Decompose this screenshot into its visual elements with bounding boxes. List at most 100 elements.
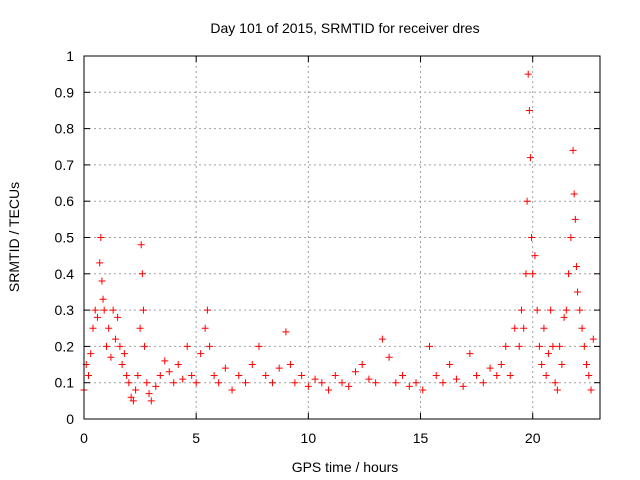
data-point [235, 371, 243, 379]
data-point [129, 397, 137, 405]
axis-ticks: 00.10.20.30.40.50.60.70.80.910 5 10 15 20 [55, 48, 600, 446]
data-point [120, 350, 128, 358]
y-tick-label: 0.8 [55, 121, 75, 137]
data-point [203, 306, 211, 314]
y-tick-label: 0.2 [55, 338, 75, 354]
data-point [99, 295, 107, 303]
data-point [221, 364, 229, 372]
data-point [107, 353, 115, 361]
y-tick-label: 0.9 [55, 84, 75, 100]
data-point [525, 106, 533, 114]
data-point [210, 371, 218, 379]
y-tick-label: 0.7 [55, 157, 75, 173]
data-point [118, 361, 126, 369]
x-tick-label: 0 [80, 430, 88, 446]
data-point [533, 306, 541, 314]
data-point [446, 361, 454, 369]
y-tick-label: 0.1 [55, 375, 75, 391]
data-point [136, 324, 144, 332]
data-point [188, 371, 196, 379]
data-point [520, 324, 528, 332]
data-point [84, 371, 92, 379]
y-tick-label: 1 [66, 48, 74, 64]
data-point [161, 357, 169, 365]
data-point [215, 379, 223, 387]
data-point [358, 361, 366, 369]
data-point [197, 350, 205, 358]
data-point [526, 154, 534, 162]
data-point [589, 335, 597, 343]
data-point [574, 288, 582, 296]
data-point [228, 386, 236, 394]
data-point [192, 379, 200, 387]
data-point [385, 353, 393, 361]
data-point [522, 270, 530, 278]
data-point [570, 190, 578, 198]
data-point [517, 306, 525, 314]
data-point [134, 371, 142, 379]
data-point [116, 342, 124, 350]
data-point [560, 313, 568, 321]
data-point [571, 215, 579, 223]
data-point [91, 306, 99, 314]
data-point [123, 371, 131, 379]
data-point [578, 324, 586, 332]
data-points [80, 70, 597, 405]
data-point [452, 375, 460, 383]
data-point [114, 313, 122, 321]
data-point [497, 361, 505, 369]
data-point [473, 371, 481, 379]
data-point [583, 361, 591, 369]
data-point [111, 335, 119, 343]
data-point [572, 263, 580, 271]
data-point [141, 342, 149, 350]
data-point [585, 371, 593, 379]
data-point [511, 324, 519, 332]
data-point [325, 386, 333, 394]
y-tick-label: 0.5 [55, 230, 75, 246]
data-point [137, 241, 145, 249]
data-point [535, 342, 543, 350]
data-point [399, 371, 407, 379]
data-point [502, 342, 510, 350]
data-point [378, 335, 386, 343]
data-point [553, 386, 561, 394]
data-point [298, 371, 306, 379]
data-point [100, 306, 108, 314]
data-point [569, 146, 577, 154]
data-point [345, 382, 353, 390]
data-point [262, 371, 270, 379]
y-tick-label: 0 [66, 411, 74, 427]
data-point [544, 350, 552, 358]
data-point [147, 397, 155, 405]
chart-title: Day 101 of 2015, SRMTID for receiver dre… [210, 20, 479, 36]
data-point [170, 379, 178, 387]
data-point [174, 361, 182, 369]
data-point [275, 364, 283, 372]
x-tick-label: 15 [413, 430, 429, 446]
data-point [493, 371, 501, 379]
data-point [138, 270, 146, 278]
data-point [538, 361, 546, 369]
data-point [549, 342, 557, 350]
data-point [152, 382, 160, 390]
data-point [558, 361, 566, 369]
y-axis-label: SRMTID / TECUs [6, 182, 22, 292]
data-point [201, 324, 209, 332]
data-point [565, 270, 573, 278]
data-point [96, 259, 104, 267]
data-point [268, 379, 276, 387]
data-point [183, 342, 191, 350]
data-point [412, 379, 420, 387]
data-point [419, 386, 427, 394]
data-point [105, 324, 113, 332]
data-point [97, 234, 105, 241]
data-point [165, 368, 173, 376]
data-point [145, 390, 153, 398]
data-point [93, 313, 101, 321]
data-point [515, 342, 523, 350]
data-point [567, 234, 575, 241]
data-point [125, 379, 133, 387]
data-point [109, 306, 117, 314]
